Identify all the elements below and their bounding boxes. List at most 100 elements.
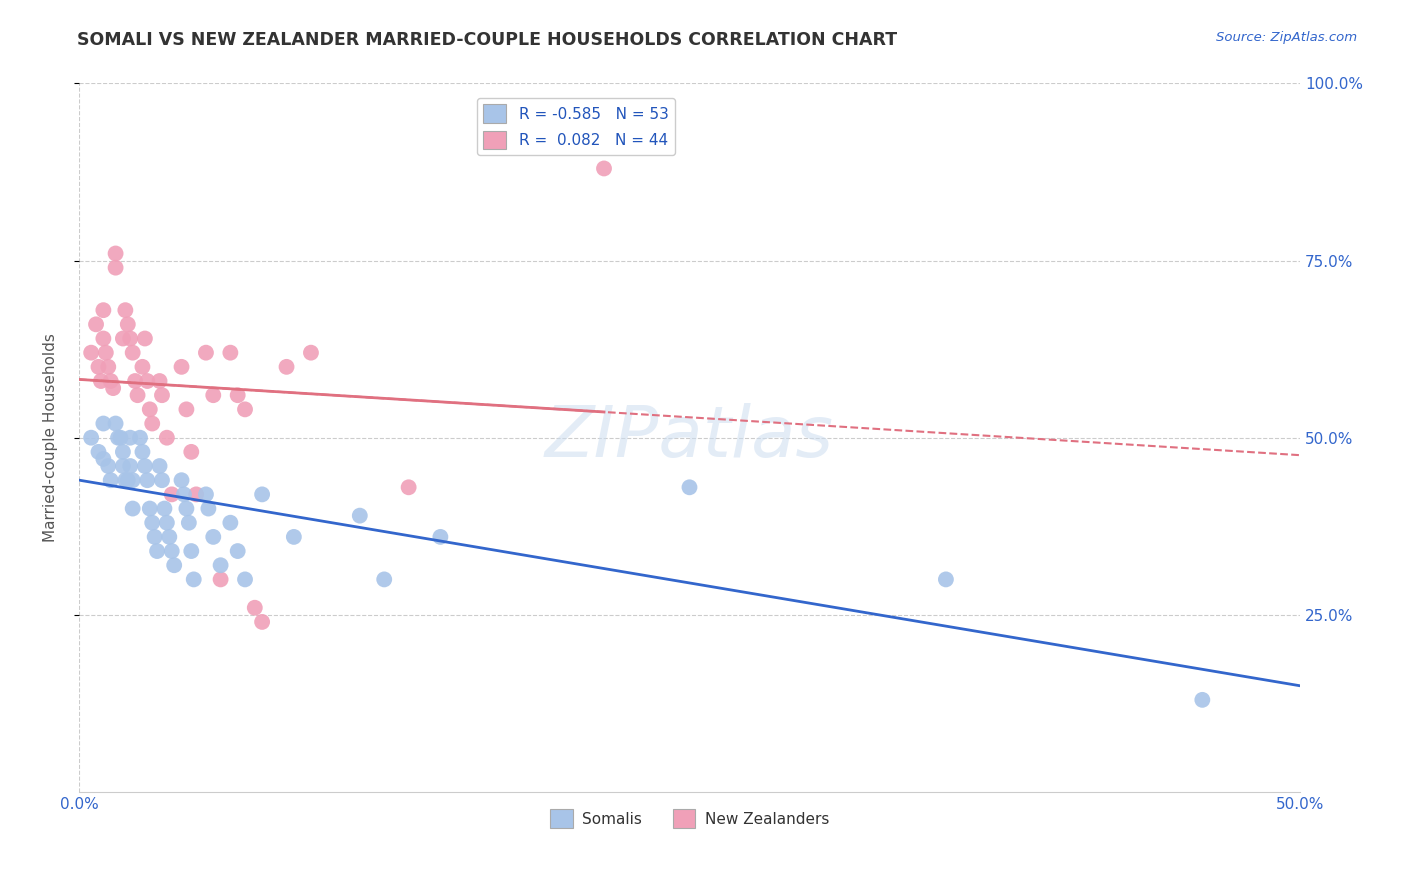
Point	[104, 246, 127, 260]
Point	[180, 445, 202, 459]
Point	[139, 402, 162, 417]
Point	[276, 359, 298, 374]
Point	[250, 615, 273, 629]
Point	[233, 573, 256, 587]
Y-axis label: Married-couple Households: Married-couple Households	[44, 334, 58, 542]
Point	[226, 544, 249, 558]
Point	[101, 381, 124, 395]
Point	[120, 458, 142, 473]
Point	[97, 359, 120, 374]
Point	[104, 260, 127, 275]
Point	[226, 388, 249, 402]
Point	[243, 600, 266, 615]
Point	[157, 530, 180, 544]
Point	[156, 431, 179, 445]
Point	[177, 516, 200, 530]
Point	[176, 402, 198, 417]
Point	[121, 473, 143, 487]
Point	[110, 431, 132, 445]
Point	[124, 374, 146, 388]
Point	[117, 318, 139, 332]
Point	[163, 558, 186, 573]
Point	[136, 473, 159, 487]
Point	[186, 487, 208, 501]
Text: Source: ZipAtlas.com: Source: ZipAtlas.com	[1216, 31, 1357, 45]
Point	[197, 501, 219, 516]
Point	[148, 458, 170, 473]
Point	[94, 345, 117, 359]
Point	[120, 331, 142, 345]
Point	[283, 530, 305, 544]
Point	[170, 359, 193, 374]
Point	[121, 501, 143, 516]
Point	[176, 501, 198, 516]
Point	[202, 388, 225, 402]
Point	[233, 402, 256, 417]
Point	[219, 516, 242, 530]
Point	[120, 431, 142, 445]
Point	[349, 508, 371, 523]
Point	[593, 161, 616, 176]
Point	[429, 530, 451, 544]
Point	[114, 303, 136, 318]
Point	[209, 558, 232, 573]
Point	[148, 374, 170, 388]
Point	[93, 331, 115, 345]
Point	[93, 452, 115, 467]
Point	[134, 331, 156, 345]
Point	[136, 374, 159, 388]
Point	[160, 544, 183, 558]
Point	[153, 501, 176, 516]
Point	[131, 359, 153, 374]
Point	[87, 445, 110, 459]
Text: ZIPatlas: ZIPatlas	[546, 403, 834, 472]
Point	[121, 345, 143, 359]
Point	[80, 431, 103, 445]
Point	[678, 480, 700, 494]
Point	[183, 573, 205, 587]
Point	[194, 345, 217, 359]
Point	[100, 473, 122, 487]
Point	[935, 573, 957, 587]
Point	[84, 318, 107, 332]
Point	[146, 544, 169, 558]
Point	[93, 417, 115, 431]
Point	[100, 374, 122, 388]
Point	[219, 345, 242, 359]
Point	[202, 530, 225, 544]
Point	[160, 487, 183, 501]
Point	[250, 487, 273, 501]
Point	[111, 458, 134, 473]
Point	[97, 458, 120, 473]
Point	[150, 473, 173, 487]
Point	[194, 487, 217, 501]
Point	[139, 501, 162, 516]
Legend: Somalis, New Zealanders: Somalis, New Zealanders	[544, 803, 835, 834]
Point	[107, 431, 129, 445]
Point	[141, 516, 163, 530]
Point	[87, 359, 110, 374]
Point	[80, 345, 103, 359]
Point	[150, 388, 173, 402]
Point	[170, 473, 193, 487]
Point	[1191, 693, 1213, 707]
Point	[129, 431, 152, 445]
Point	[143, 530, 166, 544]
Point	[127, 388, 149, 402]
Point	[299, 345, 322, 359]
Point	[373, 573, 395, 587]
Point	[156, 516, 179, 530]
Text: SOMALI VS NEW ZEALANDER MARRIED-COUPLE HOUSEHOLDS CORRELATION CHART: SOMALI VS NEW ZEALANDER MARRIED-COUPLE H…	[77, 31, 897, 49]
Point	[111, 445, 134, 459]
Point	[209, 573, 232, 587]
Point	[134, 458, 156, 473]
Point	[180, 544, 202, 558]
Point	[117, 473, 139, 487]
Point	[131, 445, 153, 459]
Point	[114, 473, 136, 487]
Point	[111, 331, 134, 345]
Point	[141, 417, 163, 431]
Point	[173, 487, 195, 501]
Point	[93, 303, 115, 318]
Point	[90, 374, 112, 388]
